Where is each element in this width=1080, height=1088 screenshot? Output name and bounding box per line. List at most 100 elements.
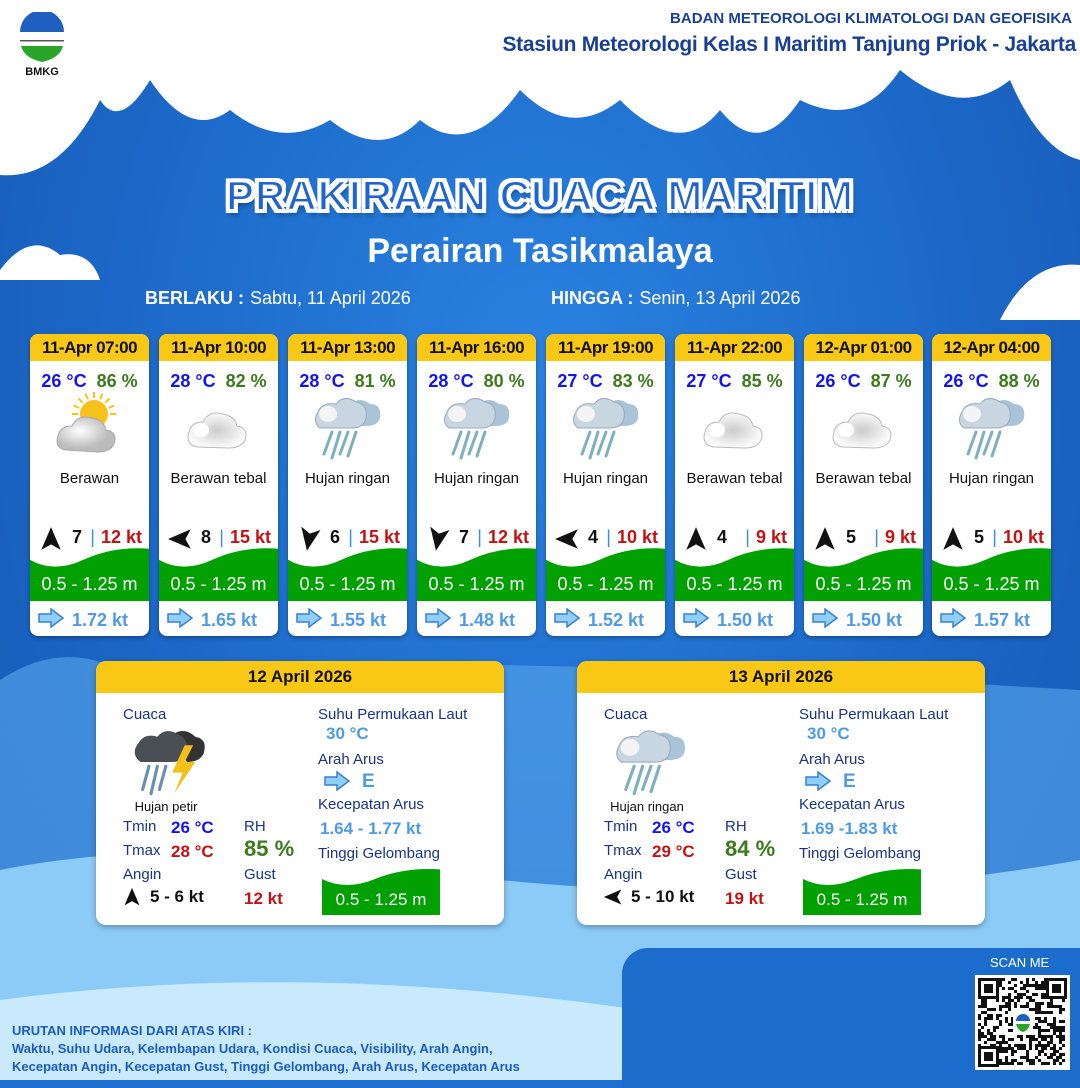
wind-speed: 5 <box>974 527 985 547</box>
current-direction-arrow-icon <box>683 607 710 633</box>
wave-label: Tinggi Gelombang <box>799 845 922 862</box>
wind-speed: 5 <box>846 527 857 547</box>
forecast-card: 11-Apr 07:00 26 °C 86 % Berawan 7 | 12 kt 0… <box>30 334 149 636</box>
wind-speed: 8 <box>201 527 212 547</box>
wind-label: Angin <box>123 866 162 883</box>
forecast-card: 11-Apr 13:00 28 °C 81 % Hujan ringan 6 | 15… <box>288 334 407 636</box>
weather-label: Cuaca <box>604 706 648 723</box>
tmin-value: 26 °C <box>171 818 214 837</box>
wave-height: 0.5 - 1.25 m <box>804 546 923 601</box>
current-direction-label: Arah Arus <box>799 751 865 768</box>
wave-height: 0.5 - 1.25 m <box>30 546 149 601</box>
current-direction-arrow-icon <box>940 607 967 633</box>
gust-speed: 12 kt <box>487 527 529 547</box>
cloudy-icon <box>826 392 902 462</box>
wave-height-value: 0.5 - 1.25 m <box>428 574 525 594</box>
current-direction-arrow-icon <box>812 607 839 633</box>
wave-height-value: 0.5 - 1.25 m <box>816 890 908 909</box>
rh-value: 84 % <box>725 836 776 861</box>
wave-height-value: 0.5 - 1.25 m <box>299 574 396 594</box>
humidity: 80 % <box>483 371 525 391</box>
page-title: PRAKIRAAN CUACA MARITIM <box>225 171 855 220</box>
current-speed: 1.50 kt <box>717 610 774 630</box>
legend-line: Kecepatan Angin, Kecepatan Gust, Tinggi … <box>12 1059 520 1074</box>
weather-condition: Berawan tebal <box>815 470 912 487</box>
rh-label: RH <box>725 818 747 835</box>
forecast-card: 12-Apr 04:00 26 °C 88 % Hujan ringan 5 | 10… <box>932 334 1051 636</box>
gust-speed: 10 kt <box>616 527 658 547</box>
wind-direction-arrow-icon <box>603 887 623 912</box>
weather-condition: Hujan ringan <box>562 470 649 487</box>
forecast-time: 11-Apr 07:00 <box>30 334 149 361</box>
light-rain-icon <box>954 392 1030 462</box>
cloudy-icon <box>181 392 257 462</box>
gust-value: 19 kt <box>725 889 764 908</box>
divider: | <box>477 527 482 547</box>
legend-line: Waktu, Suhu Udara, Kelembapan Udara, Kon… <box>12 1041 493 1056</box>
daily-summary-panel: 13 April 2026 Cuaca Hujan ringan Tmin 26… <box>577 661 985 925</box>
forecast-time: 11-Apr 10:00 <box>159 334 278 361</box>
air-temperature: 28 °C <box>428 371 474 391</box>
wave-height: 0.5 - 1.25 m <box>932 546 1051 601</box>
weather-condition: Hujan petir <box>134 799 198 814</box>
forecast-card: 12-Apr 01:00 26 °C 87 % Berawan tebal 5 | 9… <box>804 334 923 636</box>
daily-date: 13 April 2026 <box>577 661 985 693</box>
divider: | <box>219 527 224 547</box>
org-name: BADAN METEOROLOGI KLIMATOLOGI DAN GEOFIS… <box>670 10 1072 27</box>
current-speed-value: 1.64 - 1.77 kt <box>320 819 422 838</box>
current-direction-arrow-icon <box>805 770 832 796</box>
air-temperature: 26 °C <box>815 371 861 391</box>
gust-speed: 9 kt <box>884 527 916 547</box>
wave-height-value: 0.5 - 1.25 m <box>815 574 912 594</box>
wind-speed: 7 <box>459 527 470 547</box>
wind-direction-arrow-icon <box>425 526 451 551</box>
sst-value: 30 °C <box>326 724 369 743</box>
current-speed: 1.48 kt <box>459 610 516 630</box>
daily-summary-panel: 12 April 2026 Cuaca Hujan petir Tmin 26 … <box>96 661 504 925</box>
forecast-time: 11-Apr 19:00 <box>546 334 665 361</box>
partly-cloudy-icon <box>52 392 128 462</box>
forecast-time: 12-Apr 04:00 <box>932 334 1051 361</box>
gust-label: Gust <box>725 866 757 883</box>
bmkg-logo: BMKG <box>18 12 66 78</box>
rh-label: RH <box>244 818 266 835</box>
valid-from: BERLAKU : Sabtu, 11 April 2026 <box>145 288 411 308</box>
qr-code[interactable] <box>975 975 1070 1070</box>
air-temperature: 26 °C <box>41 371 87 391</box>
wave-height-value: 0.5 - 1.25 m <box>686 574 783 594</box>
station-name: Stasiun Meteorologi Kelas I Maritim Tanj… <box>502 33 1076 56</box>
tmax-label: Tmax <box>604 842 642 859</box>
air-temperature: 26 °C <box>943 371 989 391</box>
wave-height: 0.5 - 1.25 m <box>288 546 407 601</box>
weather-condition: Berawan <box>59 470 120 487</box>
light-rain-icon <box>611 724 691 798</box>
wave-height-value: 0.5 - 1.25 m <box>557 574 654 594</box>
rh-value: 85 % <box>244 836 295 861</box>
wind-direction-arrow-icon <box>812 526 838 550</box>
humidity: 83 % <box>612 371 654 391</box>
wave-label: Tinggi Gelombang <box>318 845 441 862</box>
divider: | <box>992 527 997 547</box>
cloudy-icon <box>697 392 773 462</box>
weather-condition: Hujan ringan <box>610 799 684 814</box>
tmax-value: 28 °C <box>171 842 214 861</box>
humidity: 85 % <box>741 371 783 391</box>
humidity: 86 % <box>96 371 138 391</box>
tmin-value: 26 °C <box>652 818 695 837</box>
area-name: Perairan Tasikmalaya <box>367 232 713 270</box>
wind-direction-arrow-icon <box>167 526 193 550</box>
current-speed-label: Kecepatan Arus <box>318 796 424 813</box>
footer-legend: URUTAN INFORMASI DARI ATAS KIRI : Waktu,… <box>12 1022 520 1076</box>
wave-height-value: 0.5 - 1.25 m <box>41 574 138 594</box>
wind-speed: 6 <box>330 527 341 547</box>
wave-height: 0.5 - 1.25 m <box>322 867 440 915</box>
humidity: 88 % <box>998 371 1040 391</box>
wave-height: 0.5 - 1.25 m <box>159 546 278 601</box>
weather-condition: Hujan ringan <box>433 470 520 487</box>
divider: | <box>745 527 750 547</box>
forecast-time: 11-Apr 16:00 <box>417 334 536 361</box>
wave-height: 0.5 - 1.25 m <box>546 546 665 601</box>
wave-height: 0.5 - 1.25 m <box>803 867 921 915</box>
divider: | <box>606 527 611 547</box>
gust-value: 12 kt <box>244 889 283 908</box>
